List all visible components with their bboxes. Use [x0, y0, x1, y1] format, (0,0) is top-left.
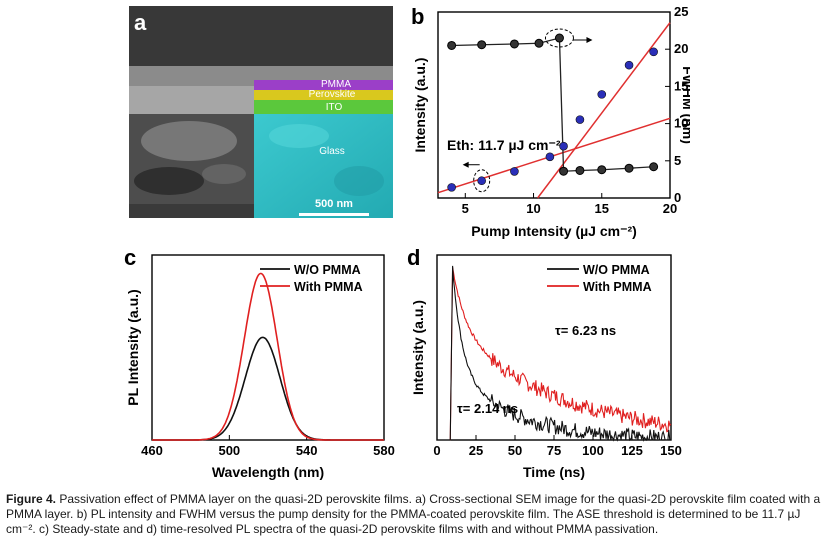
layer-label-perovskite: Perovskite — [309, 89, 356, 100]
arrow-left-head — [462, 161, 469, 168]
fwhm-point — [649, 162, 659, 172]
x-tick-label: 10 — [526, 201, 540, 216]
fwhm-highlight — [544, 28, 574, 48]
tau-label-wo-pmma: τ= 2.14 ns — [457, 401, 518, 416]
threshold-annotation: Eth: 11.7 µJ cm⁻² — [447, 137, 561, 153]
intensity-point — [575, 115, 585, 124]
arrow-right-head — [586, 37, 593, 44]
panel-label-b: b — [411, 4, 425, 29]
tau-label-with-pmma: τ= 6.23 ns — [555, 323, 616, 338]
x-tick-label: 500 — [218, 443, 240, 458]
ito-layer — [254, 100, 393, 114]
legend-label-1: With PMMA — [294, 280, 363, 294]
caption-text: Passivation effect of PMMA layer on the … — [6, 492, 821, 536]
x-axis-label: Time (ns) — [523, 464, 585, 480]
pmma-layer — [254, 80, 393, 90]
x-tick-label: 20 — [663, 201, 677, 216]
fwhm-point — [575, 165, 585, 175]
decay-trace-1 — [437, 267, 672, 441]
y2-tick-label: 15 — [674, 78, 688, 93]
x-tick-label: 150 — [660, 443, 682, 458]
y-axis-label: Intensity (a.u.) — [412, 58, 428, 153]
sem-image: PMMA Perovskite ITO Glass 500 nm — [129, 6, 393, 218]
intensity-point — [559, 141, 568, 151]
layer-label-pmma: PMMA — [321, 79, 351, 90]
fwhm-point — [534, 38, 544, 48]
panel-label-c: c — [124, 245, 137, 270]
fit-line — [437, 117, 671, 194]
panel-d: d 0 25 50 75 100 125 150 Time (ns) Intensity (a.… — [405, 245, 695, 485]
intensity-point — [545, 152, 555, 162]
y2-tick-label: 20 — [674, 41, 688, 56]
panel-c: c 460 500 540 580 Wavelength (nm) PL Intensit… — [120, 245, 400, 485]
x-tick-label: 100 — [582, 443, 604, 458]
y2-tick-label: 25 — [674, 4, 688, 19]
series-line-1 — [152, 272, 384, 441]
fwhm-point — [597, 165, 607, 175]
x-axis-label: Pump Intensity (µJ cm⁻²) — [471, 223, 637, 239]
y2-tick-label: 10 — [674, 116, 688, 131]
panel-a: PMMA Perovskite ITO Glass 500 nm a — [129, 6, 393, 218]
fwhm-point — [509, 39, 519, 49]
panel-b: b 5 10 15 20 0 5 10 15 20 25 Pump Intensity (µJ cm… — [405, 0, 696, 240]
fwhm-point — [559, 166, 569, 176]
intensity-point — [649, 47, 658, 57]
plot-frame — [151, 254, 385, 441]
scale-bar — [299, 213, 369, 216]
layer-label-glass: Glass — [319, 146, 345, 157]
perovskite-layer — [254, 90, 393, 100]
fwhm-point — [447, 40, 457, 50]
intensity-point — [447, 183, 456, 192]
decay-trace-0 — [437, 265, 671, 442]
legend-label-1: With PMMA — [583, 280, 652, 294]
x-tick-label: 15 — [595, 201, 609, 216]
fwhm-point — [477, 40, 487, 50]
intensity-point — [624, 60, 634, 70]
x-tick-label: 5 — [462, 201, 469, 216]
x-tick-label: 460 — [141, 443, 163, 458]
layer-label-ito: ITO — [326, 102, 343, 113]
legend-label-0: W/O PMMA — [294, 263, 361, 277]
y2-tick-label: 5 — [674, 153, 681, 168]
panel-label-d: d — [407, 245, 421, 270]
fwhm-line — [451, 37, 654, 172]
y-axis-label: Intensity (a.u.) — [410, 300, 426, 395]
y2-tick-label: 0 — [674, 190, 681, 205]
panel-label-a: a — [134, 10, 147, 35]
x-tick-label: 25 — [469, 443, 483, 458]
x-tick-label: 50 — [508, 443, 522, 458]
chart-d: 0 25 50 75 100 125 150 Time (ns) Intensity (a.u.… — [410, 254, 682, 480]
intensity-point — [477, 176, 486, 186]
series-line-0 — [152, 336, 384, 441]
y-axis-label: PL Intensity (a.u.) — [125, 289, 141, 405]
figure-caption: Figure 4. Passivation effect of PMMA lay… — [6, 492, 832, 537]
x-tick-label: 125 — [621, 443, 643, 458]
x-tick-label: 540 — [296, 443, 318, 458]
x-tick-label: 0 — [433, 443, 440, 458]
intensity-point — [510, 167, 519, 176]
x-tick-label: 580 — [373, 443, 395, 458]
fwhm-point — [554, 33, 564, 43]
plot-frame — [437, 11, 671, 199]
legend-label-0: W/O PMMA — [583, 263, 650, 277]
figure-label: Figure 4. — [6, 492, 57, 506]
fwhm-point — [624, 163, 634, 173]
y2-axis-label: FWHM (nm) — [680, 66, 690, 144]
intensity-point — [597, 90, 607, 99]
intensity-highlight — [473, 169, 491, 193]
fit-line — [537, 22, 671, 199]
scale-bar-label: 500 nm — [315, 198, 353, 210]
x-tick-label: 75 — [547, 443, 561, 458]
chart-c: 460 500 540 580 Wavelength (nm) PL Intensity … — [125, 254, 395, 480]
x-axis-label: Wavelength (nm) — [212, 464, 324, 480]
